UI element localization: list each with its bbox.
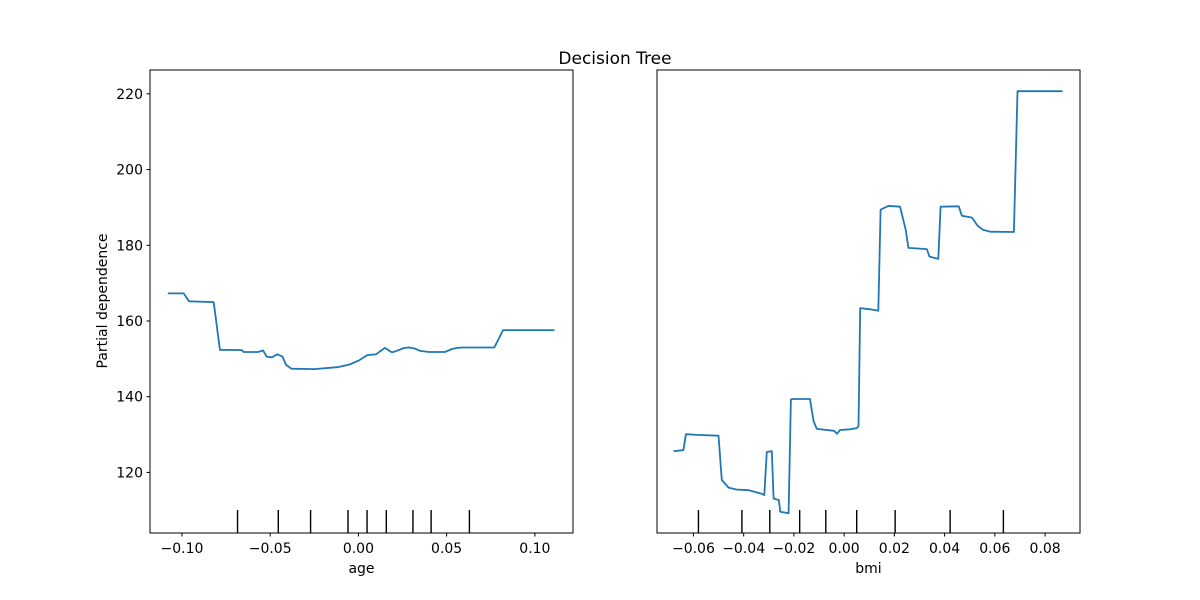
y-tick-label: 120 — [116, 465, 143, 481]
x-tick-label: −0.10 — [160, 541, 203, 557]
x-tick-label: −0.02 — [772, 541, 815, 557]
x-tick-label: 0.10 — [519, 541, 550, 557]
pdp-line-age — [167, 292, 555, 371]
x-axis-label: bmi — [855, 561, 881, 577]
x-tick-label: −0.04 — [722, 541, 765, 557]
x-axis-label: age — [348, 561, 374, 577]
axes-frame — [656, 69, 1081, 534]
x-tick-label: 0.08 — [1029, 541, 1060, 557]
y-tick-label: 160 — [116, 314, 143, 330]
y-axis-label: Partial dependence — [95, 233, 111, 368]
pdp-panel-age: −0.10 −0.05 0.00 0.05 0.10 120 140 160 180 200 220… — [116, 69, 574, 577]
y-tick-label: 140 — [116, 390, 143, 406]
y-tick-label: 220 — [116, 87, 143, 103]
x-tick-label: 0.02 — [879, 541, 910, 557]
x-tick-label: 0.00 — [343, 541, 374, 557]
x-tick-label: −0.05 — [249, 541, 292, 557]
pdp-line-bmi — [673, 90, 1063, 515]
axes-frame — [149, 69, 574, 534]
x-tick-label: 0.00 — [829, 541, 860, 557]
y-tick-label: 200 — [116, 163, 143, 179]
x-tick-label: 0.05 — [431, 541, 462, 557]
x-tick-label: −0.06 — [672, 541, 715, 557]
pdp-panel-bmi: −0.06 −0.04 −0.02 0.00 0.02 0.04 0.06 0.08 bmi — [656, 69, 1081, 577]
y-tick-label: 180 — [116, 238, 143, 254]
x-tick-label: 0.06 — [979, 541, 1010, 557]
figure-title: Decision Tree — [558, 49, 671, 69]
x-tick-label: 0.04 — [929, 541, 960, 557]
